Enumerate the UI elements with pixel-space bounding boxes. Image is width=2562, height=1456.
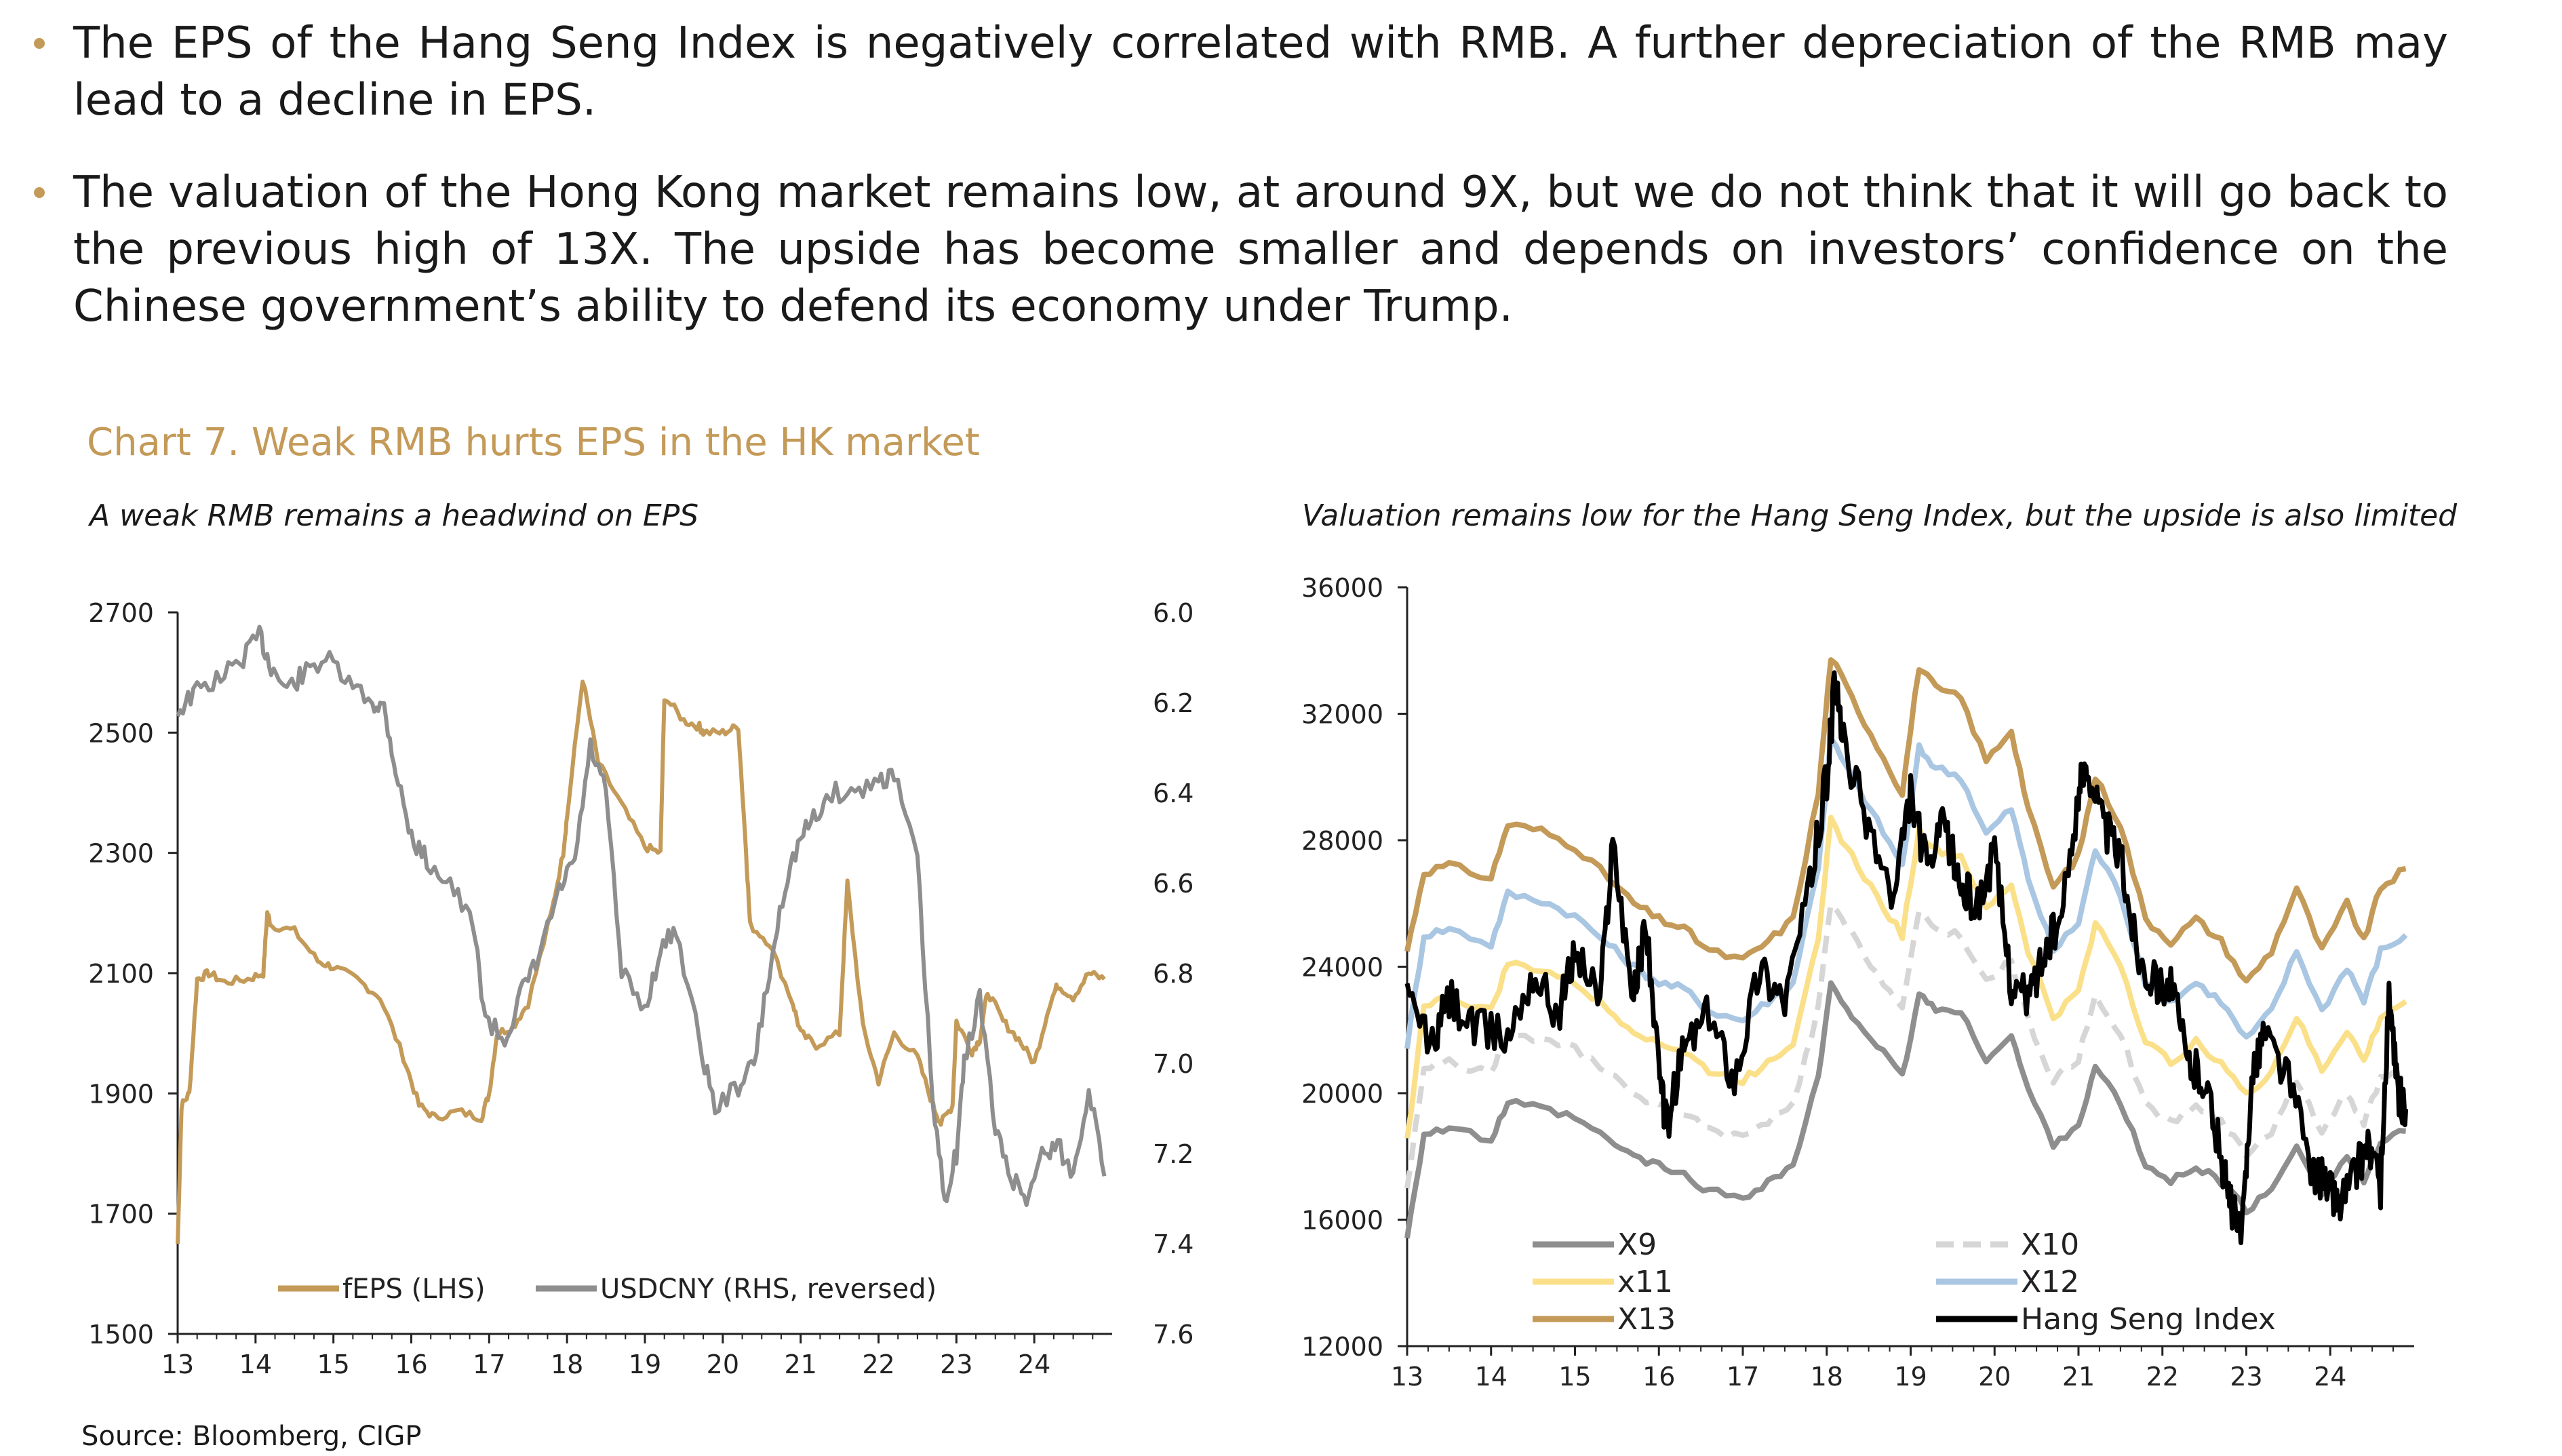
bullet-item: The EPS of the Hang Seng Index is negati…: [34, 15, 2448, 129]
x-tick-label: 24: [2314, 1362, 2346, 1392]
x-tick-label: 22: [862, 1350, 894, 1379]
left-chart-subtitle: A weak RMB remains a headwind on EPS: [90, 498, 699, 533]
x-tick-label: 21: [784, 1350, 816, 1379]
x-tick-label: 13: [161, 1350, 194, 1379]
x-tick-label: 18: [551, 1350, 583, 1379]
legend-label: Hang Seng Index: [2021, 1302, 2276, 1337]
x-tick-label: 23: [2230, 1362, 2262, 1392]
x-tick-label: 17: [473, 1350, 505, 1379]
right-y-tick-label: 6.0: [1153, 598, 1194, 628]
x-tick-label: 19: [1894, 1362, 1927, 1392]
x-tick-label: 17: [1727, 1362, 1759, 1392]
bullet-dot-icon: [34, 38, 45, 49]
legend-label: X12: [2021, 1265, 2079, 1299]
x-tick-label: 21: [2062, 1362, 2095, 1392]
x-tick-label: 15: [1558, 1362, 1591, 1392]
bullet-dot-icon: [34, 187, 45, 198]
y-tick-label: 28000: [1301, 826, 1383, 856]
left-y-tick-label: 1900: [88, 1079, 154, 1109]
x-tick-label: 16: [395, 1350, 427, 1379]
x-tick-label: 20: [1978, 1362, 2011, 1392]
y-tick-label: 16000: [1301, 1206, 1383, 1236]
bullet-text: The valuation of the Hong Kong market re…: [73, 168, 2448, 332]
x-tick-label: 16: [1642, 1362, 1675, 1392]
x-tick-label: 13: [1391, 1362, 1423, 1392]
bullet-text: The EPS of the Hang Seng Index is negati…: [73, 18, 2448, 125]
right-y-tick-label: 6.6: [1153, 869, 1194, 899]
right-y-tick-label: 7.2: [1153, 1139, 1194, 1169]
source-note: Source: Bloomberg, CIGP: [81, 1421, 422, 1452]
y-tick-label: 32000: [1301, 700, 1383, 730]
right-y-tick-label: 6.8: [1153, 959, 1194, 989]
usdcny-series-line: [176, 625, 1107, 1207]
chart-title: Chart 7. Weak RMB hurts EPS in the HK ma…: [87, 420, 980, 465]
y-tick-label: 24000: [1301, 953, 1383, 983]
x-tick-label: 14: [1475, 1362, 1507, 1392]
bullet-item: The valuation of the Hong Kong market re…: [34, 164, 2448, 335]
y-tick-label: 20000: [1301, 1079, 1383, 1109]
right-chart-subtitle: Valuation remains low for the Hang Seng …: [1302, 498, 2458, 533]
legend-label: X9: [1617, 1227, 1657, 1262]
legend-label: X13: [1617, 1302, 1676, 1337]
x-tick-label: 19: [629, 1350, 661, 1379]
legend-label-feps: fEPS (LHS): [342, 1274, 486, 1305]
right-y-tick-label: 6.2: [1153, 688, 1194, 718]
bullet-list: The EPS of the Hang Seng Index is negati…: [34, 15, 2448, 370]
legend-label-usdcny: USDCNY (RHS, reversed): [600, 1274, 937, 1305]
x-tick-label: 20: [707, 1350, 739, 1379]
x-tick-label: 22: [2146, 1362, 2179, 1392]
right-y-tick-label: 6.4: [1153, 779, 1194, 808]
x-tick-label: 24: [1018, 1350, 1050, 1379]
y-tick-label: 12000: [1301, 1332, 1383, 1362]
left-y-tick-label: 1700: [88, 1200, 154, 1229]
x-tick-label: 15: [317, 1350, 349, 1379]
y-tick-label: 36000: [1301, 573, 1383, 603]
x13-series-line: [1404, 657, 2407, 984]
x-tick-label: 23: [940, 1350, 972, 1379]
legend-label: x11: [1617, 1265, 1673, 1299]
right-y-tick-label: 7.6: [1153, 1320, 1194, 1350]
right-y-tick-label: 7.4: [1153, 1229, 1194, 1259]
left-y-tick-label: 2100: [88, 959, 154, 989]
x-tick-label: 14: [239, 1350, 272, 1379]
left-y-tick-label: 2300: [88, 839, 154, 869]
hang-seng-index-line: [1404, 670, 2409, 1246]
legend-label: X10: [2021, 1227, 2079, 1262]
left-y-tick-label: 2500: [88, 718, 154, 748]
left-y-tick-label: 2700: [88, 598, 154, 628]
left-y-tick-label: 1500: [88, 1320, 154, 1350]
x10-series-line: [1404, 901, 2407, 1189]
x-tick-label: 18: [1811, 1362, 1843, 1392]
right-y-tick-label: 7.0: [1153, 1049, 1194, 1079]
x9-series-line: [1404, 980, 2406, 1239]
feps-series-line: [176, 680, 1106, 1244]
